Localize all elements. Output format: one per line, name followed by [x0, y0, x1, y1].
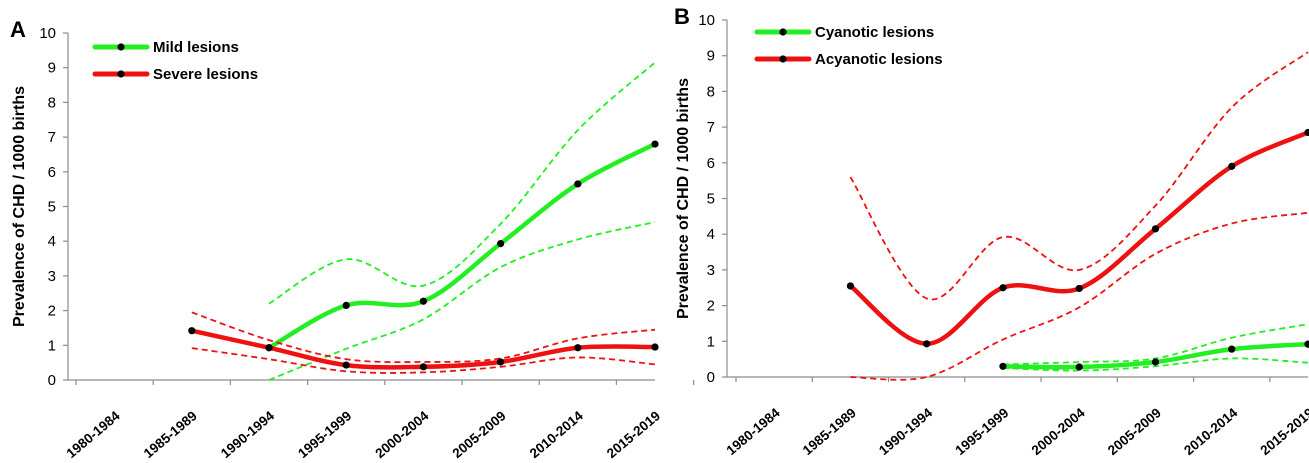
x-tick-label: 1990-1994 [876, 405, 935, 458]
y-tick-label: 1 [48, 337, 56, 354]
x-tick-label: 2015-2019 [1257, 405, 1309, 458]
series-cyanotic-lesions-point [1151, 358, 1160, 366]
legend-label-cyanotic-lesions: Cyanotic lesions [815, 24, 934, 41]
x-tick-label: 2000-2004 [1029, 405, 1088, 458]
panel-label: B [674, 4, 690, 29]
series-acyanotic-lesions-point [923, 340, 931, 348]
legend-marker-mild-lesions [117, 43, 125, 51]
series-severe-lesions-ci-lower [191, 347, 656, 374]
series-acyanotic-lesions-ci-lower [850, 211, 1309, 381]
series-acyanotic-lesions [846, 51, 1309, 381]
series-severe-lesions-point [342, 361, 350, 369]
series-acyanotic-lesions-point [846, 282, 855, 290]
legend-marker-acyanotic-lesions [779, 55, 787, 63]
y-tick-label: 10 [39, 25, 56, 42]
series-severe-lesions [188, 311, 659, 374]
y-tick-label: 2 [48, 303, 56, 320]
series-acyanotic-lesions-line [848, 130, 1309, 347]
series-cyanotic-lesions-ci-lower [1002, 357, 1309, 372]
y-tick-label: 7 [707, 119, 715, 136]
series-acyanotic-lesions-point [1228, 162, 1236, 170]
series-severe-lesions-ci-upper [191, 311, 656, 363]
y-tick-label: 8 [48, 94, 56, 111]
series-cyanotic-lesions [999, 323, 1309, 372]
x-tick-label: 2010-2014 [527, 408, 586, 461]
x-tick-label: 1985-1989 [141, 408, 200, 461]
series-mild-lesions-point [574, 180, 582, 188]
y-axis-label: Prevalence of CHD / 1000 births [675, 78, 692, 319]
legend-label-acyanotic-lesions: Acyanotic lesions [815, 51, 943, 68]
legend-marker-cyanotic-lesions [779, 28, 787, 36]
series-mild-lesions-ci-upper [268, 61, 656, 305]
series-mild-lesions-line [266, 141, 658, 350]
series-acyanotic-lesions-ci-upper [849, 51, 1309, 301]
y-tick-label: 3 [48, 268, 56, 285]
y-tick-label: 4 [707, 226, 715, 243]
x-tick-label: 1995-1999 [295, 408, 354, 461]
legend-marker-severe-lesions [117, 70, 125, 78]
series-acyanotic-lesions-point [1304, 128, 1309, 137]
series-cyanotic-lesions-point [999, 362, 1007, 370]
y-tick-label: 7 [48, 129, 56, 146]
series-severe-lesions-point [651, 343, 659, 351]
series-severe-lesions-point [497, 358, 505, 366]
x-tick-label: 2005-2009 [1105, 405, 1164, 458]
legend-label-severe-lesions: Severe lesions [153, 66, 258, 83]
panel-label: A [10, 17, 26, 42]
y-tick-label: 8 [707, 83, 715, 100]
series-mild-lesions-point [651, 140, 659, 148]
series-mild-lesions [265, 61, 659, 381]
x-tick-label: 2015-2019 [604, 408, 663, 461]
y-tick-label: 9 [48, 60, 56, 77]
series-severe-lesions-point [419, 363, 427, 371]
x-tick-label: 1985-1989 [800, 405, 859, 458]
y-tick-label: 3 [707, 262, 715, 279]
y-tick-label: 5 [48, 199, 56, 216]
series-cyanotic-lesions-point [1304, 340, 1309, 348]
x-tick-label: 1995-1999 [952, 405, 1011, 458]
series-acyanotic-lesions-point [1075, 284, 1083, 293]
panel-a-chart: A 0 1 2 3 4 5 6 7 8 9 10 1980-1984 1985-1989 1990-1994… [10, 17, 695, 461]
y-tick-label: 5 [707, 191, 715, 208]
series-severe-lesions-point [265, 344, 273, 352]
legend-label-mild-lesions: Mild lesions [153, 39, 239, 56]
x-tick-label: 1980-1984 [64, 408, 123, 461]
series-mild-lesions-point [497, 240, 505, 248]
series-severe-lesions-point [188, 327, 196, 335]
y-tick-label: 1 [707, 333, 715, 350]
y-tick-label: 4 [48, 233, 56, 250]
series-mild-lesions-ci-lower [268, 221, 656, 381]
y-axis-label: Prevalence of CHD / 1000 births [11, 86, 28, 327]
x-tick-label: 2010-2014 [1181, 405, 1240, 458]
series-acyanotic-lesions-point [1151, 225, 1160, 233]
panel-b-chart: B 0 1 2 3 4 5 6 7 8 9 10 1980-1984 1985-1989 1990-1994… [674, 4, 1309, 458]
series-acyanotic-lesions-point [999, 284, 1007, 292]
y-tick-label: 10 [698, 12, 715, 29]
y-tick-label: 0 [707, 369, 715, 386]
series-severe-lesions-point [574, 344, 582, 352]
y-tick-label: 0 [48, 372, 56, 389]
series-cyanotic-lesions-point [1075, 363, 1083, 371]
x-tick-label: 1980-1984 [724, 405, 783, 458]
series-mild-lesions-point [419, 297, 427, 305]
y-tick-label: 2 [707, 298, 715, 315]
y-tick-label: 6 [707, 155, 715, 172]
series-cyanotic-lesions-point [1228, 345, 1236, 353]
x-tick-label: 2005-2009 [450, 408, 509, 461]
x-tick-label: 2000-2004 [372, 408, 431, 461]
y-tick-label: 6 [48, 164, 56, 181]
x-tick-label: 1990-1994 [218, 408, 277, 461]
series-mild-lesions-point [342, 301, 350, 309]
y-tick-label: 9 [707, 48, 715, 65]
